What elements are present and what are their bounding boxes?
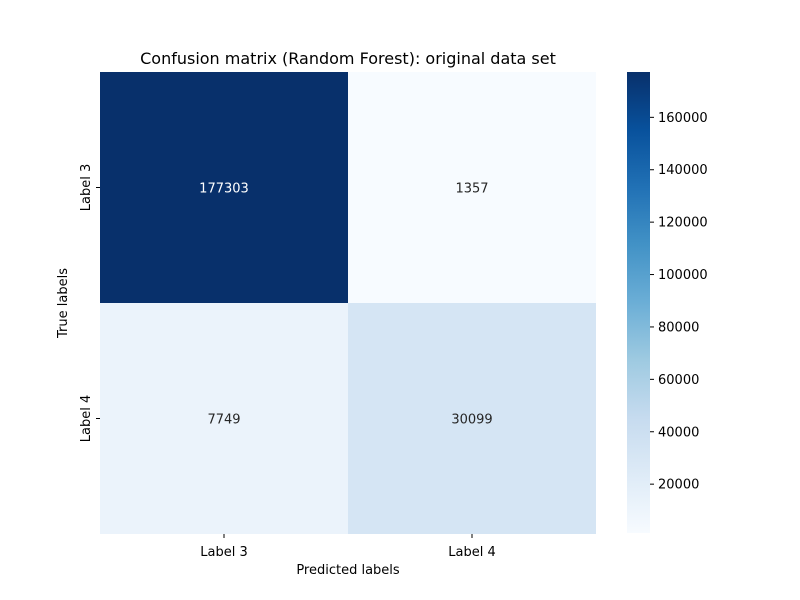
x-axis-ticks: Label 3 Label 4 xyxy=(200,534,496,560)
colorbar xyxy=(627,72,650,533)
colorbar-ticks: 20000 40000 60000 80000 100000 120000 140000 16… xyxy=(650,111,708,493)
colorbar-tick-label: 20000 xyxy=(658,478,699,493)
heatmap-cell xyxy=(100,303,348,534)
colorbar-tick-label: 40000 xyxy=(658,425,699,440)
heatmap-cell xyxy=(100,72,348,303)
chart-title: Confusion matrix (Random Forest): origin… xyxy=(140,49,556,68)
cell-value-label: 1357 xyxy=(455,182,488,197)
colorbar-tick-label: 100000 xyxy=(658,268,708,283)
x-axis-label: Predicted labels xyxy=(296,563,400,578)
colorbar-tick-label: 160000 xyxy=(658,111,708,126)
colorbar-tick-label: 80000 xyxy=(658,320,699,335)
x-tick-label: Label 3 xyxy=(200,545,247,560)
y-axis-label: True labels xyxy=(56,268,71,339)
cell-value-label: 7749 xyxy=(207,413,240,428)
heatmap-cell xyxy=(348,72,596,303)
heatmap-cells xyxy=(100,72,596,534)
heatmap-cell-labels: 177303 1357 7749 30099 xyxy=(199,182,493,428)
colorbar-tick-label: 140000 xyxy=(658,163,708,178)
y-tick-label: Label 3 xyxy=(79,164,94,211)
x-tick-label: Label 4 xyxy=(448,545,495,560)
cell-value-label: 30099 xyxy=(451,413,492,428)
y-tick-label: Label 4 xyxy=(79,395,94,442)
heatmap-cell xyxy=(348,303,596,534)
y-axis-ticks: Label 3 Label 4 xyxy=(79,164,100,442)
colorbar-tick-label: 60000 xyxy=(658,373,699,388)
colorbar-tick-label: 120000 xyxy=(658,216,708,231)
cell-value-label: 177303 xyxy=(199,182,249,197)
